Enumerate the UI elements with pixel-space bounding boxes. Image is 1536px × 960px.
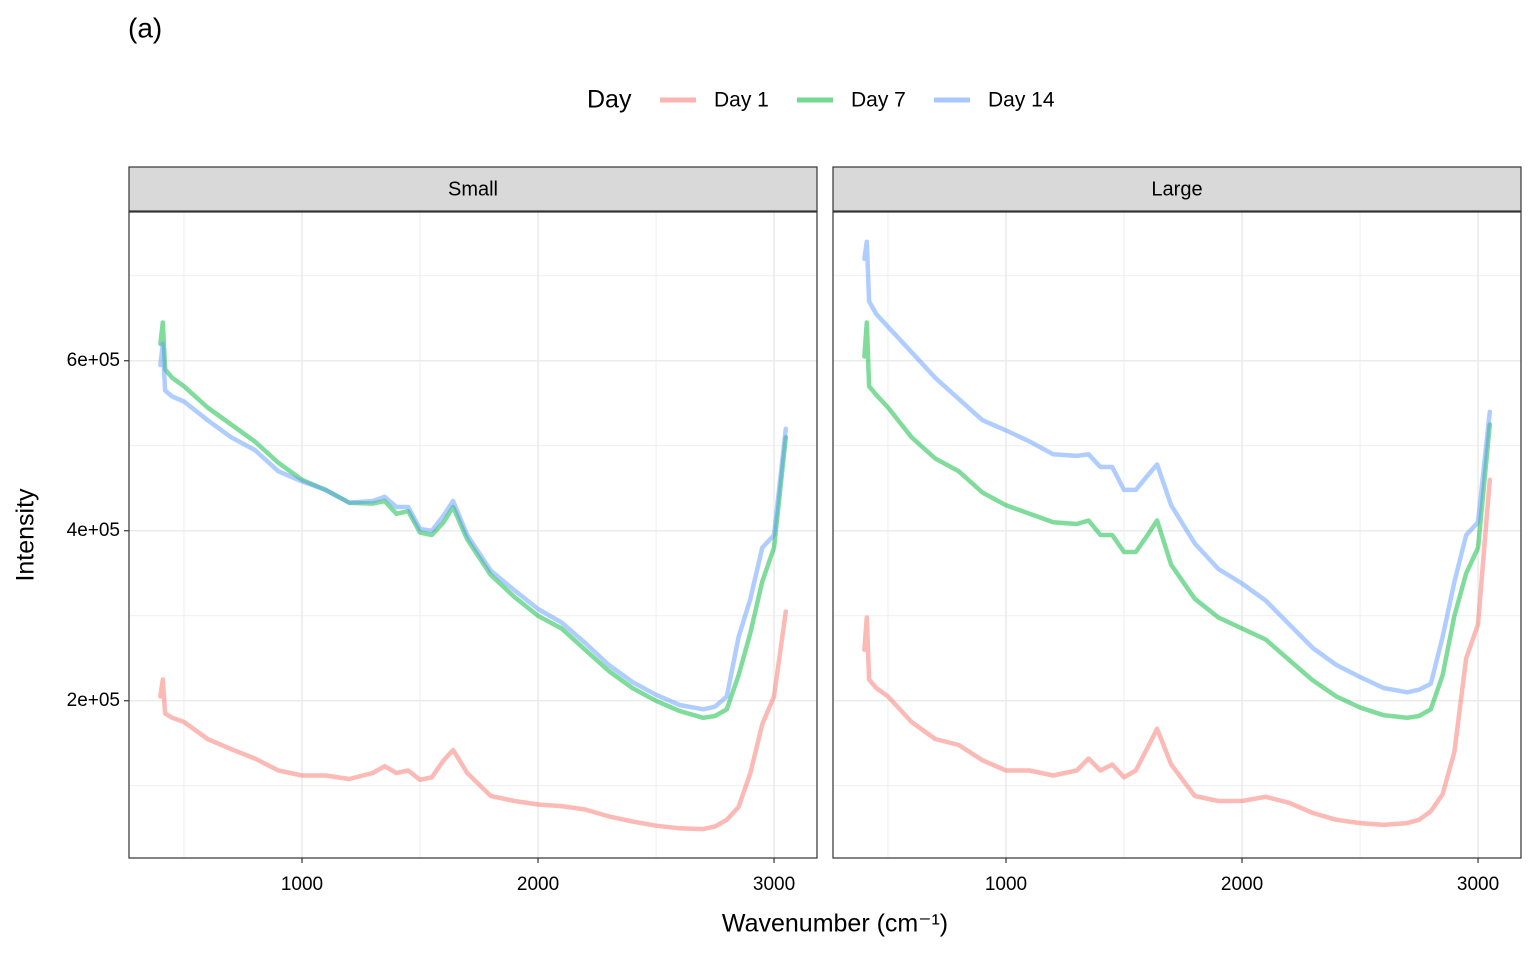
x-tick-label: 1000 — [281, 874, 323, 895]
strip — [832, 166, 1522, 212]
panel-background — [129, 212, 817, 858]
panel-label: (a) — [128, 12, 162, 43]
legend-title: Day — [587, 86, 632, 114]
spectrum-line — [862, 320, 1493, 721]
spectrum-line — [862, 477, 1493, 828]
spectrum-line — [158, 609, 789, 832]
spectrum-line — [158, 320, 789, 721]
legend-label: Day 7 — [851, 89, 906, 112]
y-tick-label: 4e+05 — [67, 520, 120, 541]
strip-label: Large — [1151, 178, 1202, 200]
x-tick-label: 2000 — [1221, 874, 1263, 895]
y-tick-label: 2e+05 — [67, 690, 120, 711]
x-tick-label: 2000 — [517, 874, 559, 895]
y-axis-title: Intensity — [12, 488, 40, 582]
panel-border — [832, 211, 1522, 859]
x-axis-title: Wavenumber (cm⁻¹) — [722, 910, 948, 938]
strip-label: Small — [448, 178, 498, 200]
spectrum-line — [862, 239, 1493, 695]
panel-border — [128, 211, 818, 859]
x-tick-label: 1000 — [985, 874, 1027, 895]
legend-label: Day 1 — [714, 89, 769, 112]
legend-label: Day 14 — [988, 89, 1055, 112]
spectrum-line — [158, 341, 789, 712]
x-tick-label: 3000 — [753, 874, 795, 895]
panel-background — [833, 212, 1521, 858]
strip — [128, 166, 818, 212]
x-tick-label: 3000 — [1457, 874, 1499, 895]
y-tick-label: 6e+05 — [67, 350, 120, 371]
